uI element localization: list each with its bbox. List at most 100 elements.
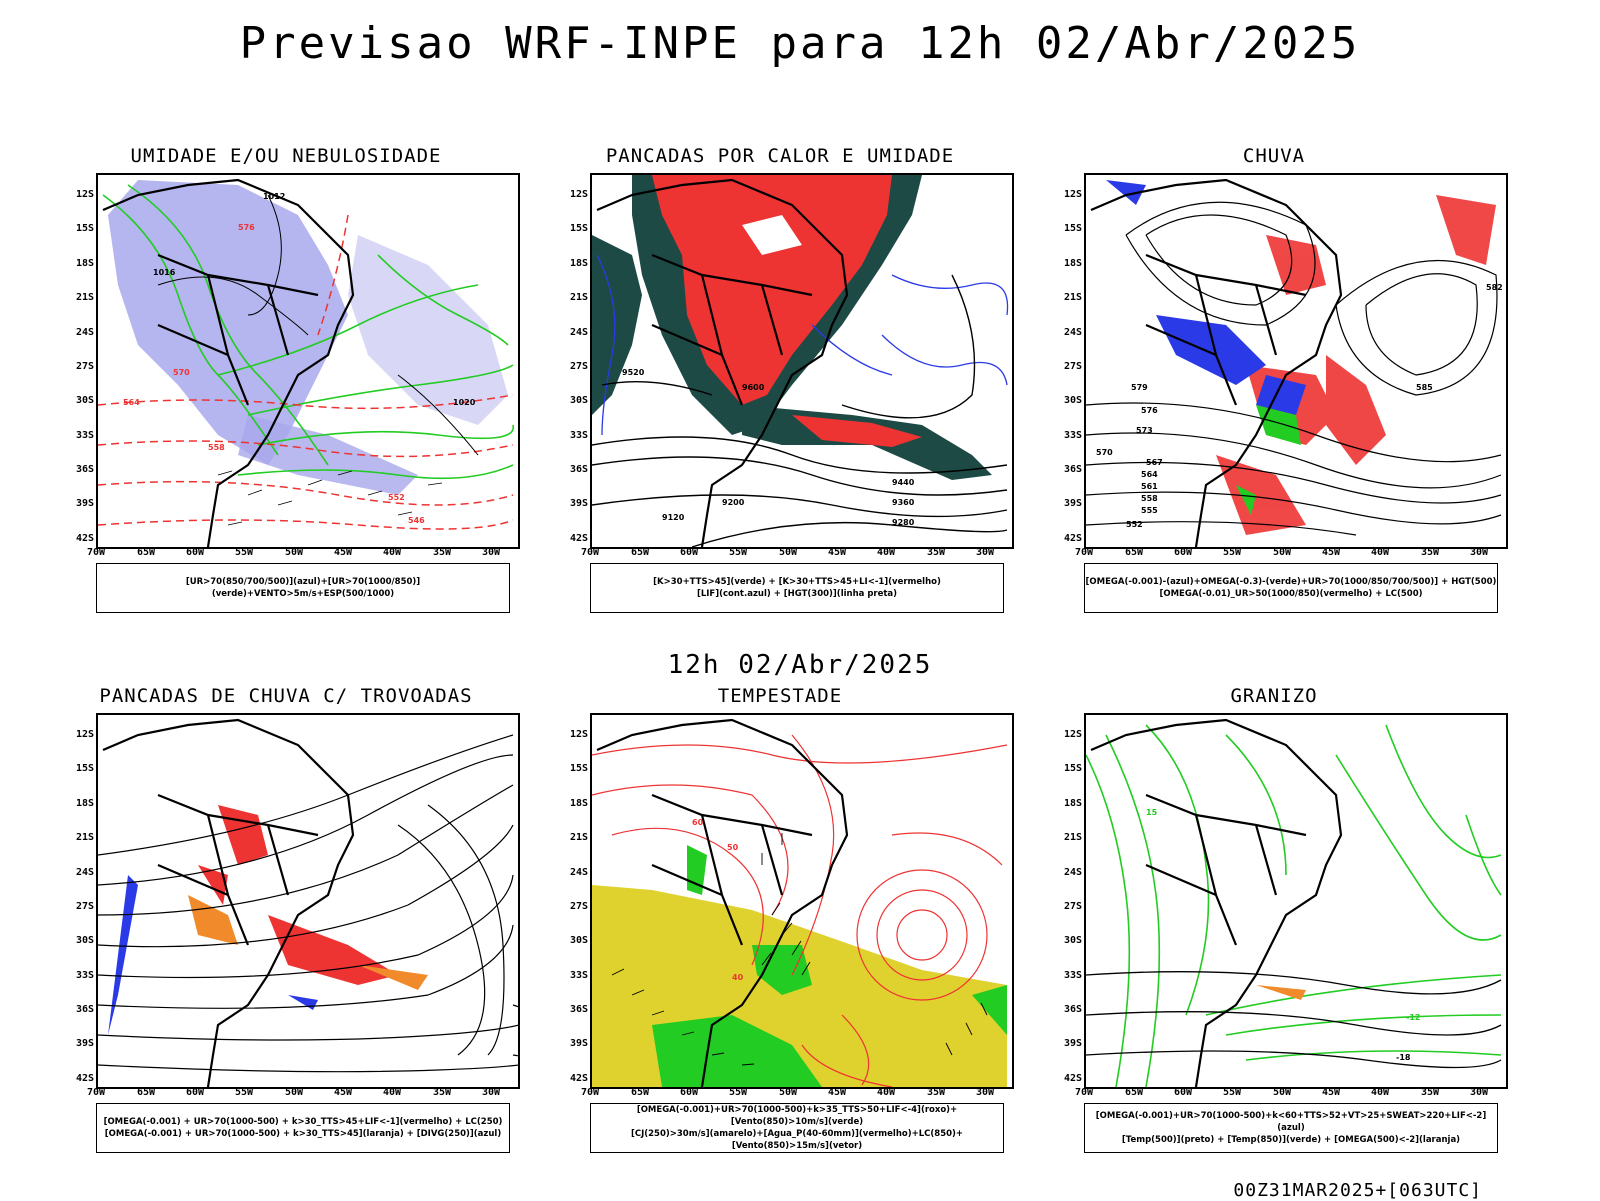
- latitude-tick-label: 42S: [75, 1073, 94, 1084]
- longitude-tick-label: 30W: [1469, 547, 1489, 558]
- longitude-tick-label: 45W: [1321, 1087, 1341, 1098]
- legend-line: [OMEGA(-0.001) + UR>70(1000-500) + k>30_…: [103, 1117, 503, 1127]
- longitude-tick-label: 30W: [975, 1087, 995, 1098]
- latitude-tick-label: 24S: [1063, 327, 1082, 338]
- contour-label: 1012: [263, 192, 285, 201]
- latitude-tick-label: 36S: [75, 464, 94, 475]
- latitude-tick-label: 42S: [1063, 533, 1082, 544]
- latitude-tick-label: 39S: [1063, 1038, 1082, 1049]
- longitude-tick-label: 40W: [1370, 1087, 1390, 1098]
- latitude-tick-label: 27S: [569, 361, 588, 372]
- contour-label: 9200: [722, 498, 745, 507]
- legend-line: [K>30+TTS>45](verde) + [K>30+TTS>45+LI<-…: [653, 577, 941, 587]
- forecast-time-subtitle: 12h 02/Abr/2025: [667, 650, 933, 680]
- panel-title: PANCADAS POR CALOR E UMIDADE: [605, 145, 955, 167]
- latitude-tick-label: 12S: [569, 189, 588, 200]
- contour-label: -18: [1396, 1053, 1411, 1062]
- contour-label: 9520: [622, 368, 645, 377]
- latitude-tick-label: 24S: [75, 867, 94, 878]
- latitude-tick-label: 27S: [75, 901, 94, 912]
- contour-label: 567: [1146, 458, 1163, 467]
- longitude-tick-label: 35W: [432, 1087, 452, 1098]
- panel-legend: [OMEGA(-0.001) + UR>70(1000-500) + k>30_…: [96, 1103, 510, 1153]
- latitude-tick-label: 27S: [75, 361, 94, 372]
- latitude-tick-label: 12S: [75, 729, 94, 740]
- longitude-tick-label: 50W: [284, 547, 304, 558]
- latitude-tick-label: 36S: [75, 1004, 94, 1015]
- longitude-tick-label: 65W: [136, 547, 156, 558]
- longitude-tick-label: 30W: [481, 547, 501, 558]
- contour-label: 573: [1136, 426, 1153, 435]
- longitude-tick-label: 60W: [1173, 547, 1193, 558]
- coastline: [102, 178, 355, 547]
- latitude-tick-label: 18S: [569, 258, 588, 269]
- latitude-tick-label: 12S: [75, 189, 94, 200]
- map-pancadas-trovoadas: [96, 713, 520, 1089]
- latitude-tick-label: 12S: [1063, 729, 1082, 740]
- latitude-tick-label: 30S: [1063, 395, 1082, 406]
- longitude-tick-label: 35W: [432, 547, 452, 558]
- longitude-tick-label: 55W: [728, 1087, 748, 1098]
- longitude-tick-label: 55W: [1222, 547, 1242, 558]
- longitude-tick-label: 40W: [876, 1087, 896, 1098]
- latitude-tick-label: 24S: [75, 327, 94, 338]
- latitude-tick-label: 18S: [75, 258, 94, 269]
- legend-line: [OMEGA(-0.001)+UR>70(1000-500)+k<60+TTS>…: [1095, 1111, 1487, 1133]
- longitude-tick-label: 70W: [86, 1087, 106, 1098]
- latitude-tick-label: 42S: [569, 533, 588, 544]
- longitude-tick-label: 60W: [185, 1087, 205, 1098]
- longitude-tick-label: 35W: [1420, 547, 1440, 558]
- map-chuva: 585 582 579 576 573 570 567 564 561 558 …: [1084, 173, 1508, 549]
- latitude-tick-label: 30S: [75, 395, 94, 406]
- longitude-tick-label: 65W: [1124, 547, 1144, 558]
- contour-label: 9440: [892, 478, 915, 487]
- contour-label: 561: [1141, 482, 1158, 491]
- panel-title: UMIDADE E/OU NEBULOSIDADE: [130, 145, 442, 167]
- panel-legend: [UR>70(850/700/500)](azul)+[UR>70(1000/8…: [96, 563, 510, 613]
- latitude-tick-label: 33S: [1063, 430, 1082, 441]
- latitude-tick-label: 33S: [1063, 970, 1082, 981]
- latitude-tick-label: 21S: [75, 832, 94, 843]
- panel-title: TEMPESTADE: [717, 685, 843, 707]
- longitude-tick-label: 55W: [1222, 1087, 1242, 1098]
- coastline: [1090, 718, 1343, 1087]
- latitude-tick-label: 36S: [569, 464, 588, 475]
- longitude-tick-label: 30W: [975, 547, 995, 558]
- longitude-tick-label: 45W: [827, 1087, 847, 1098]
- map-umidade: 1012 1016 1020 576 570 564 558 552 546: [96, 173, 520, 549]
- longitude-tick-label: 50W: [778, 1087, 798, 1098]
- latitude-tick-label: 18S: [75, 798, 94, 809]
- latitude-tick-label: 39S: [75, 1038, 94, 1049]
- longitude-tick-label: 35W: [1420, 1087, 1440, 1098]
- latitude-tick-label: 30S: [1063, 935, 1082, 946]
- panel-legend: [OMEGA(-0.001)-(azul)+OMEGA(-0.3)-(verde…: [1084, 563, 1498, 613]
- longitude-tick-label: 35W: [926, 547, 946, 558]
- longitude-tick-label: 50W: [1272, 547, 1292, 558]
- latitude-tick-label: 39S: [1063, 498, 1082, 509]
- contour-label: 40: [732, 973, 744, 982]
- latitude-tick-label: 21S: [1063, 832, 1082, 843]
- latitude-tick-label: 36S: [1063, 1004, 1082, 1015]
- contour-label: 582: [1486, 283, 1503, 292]
- longitude-tick-label: 30W: [481, 1087, 501, 1098]
- map-tempestade: 60 50 40: [590, 713, 1014, 1089]
- contour-label: 585: [1416, 383, 1433, 392]
- contour-label: 570: [173, 368, 190, 377]
- humidity-area-south: [238, 415, 418, 495]
- latitude-tick-label: 15S: [569, 763, 588, 774]
- latitude-tick-label: 30S: [75, 935, 94, 946]
- latitude-tick-label: 15S: [569, 223, 588, 234]
- latitude-tick-label: 15S: [75, 763, 94, 774]
- latitude-tick-label: 24S: [1063, 867, 1082, 878]
- latitude-tick-label: 42S: [1063, 1073, 1082, 1084]
- longitude-tick-label: 35W: [926, 1087, 946, 1098]
- latitude-tick-label: 12S: [1063, 189, 1082, 200]
- longitude-tick-label: 55W: [234, 1087, 254, 1098]
- panel-legend: [K>30+TTS>45](verde) + [K>30+TTS>45+LI<-…: [590, 563, 1004, 613]
- latitude-tick-label: 33S: [75, 430, 94, 441]
- latitude-tick-label: 42S: [75, 533, 94, 544]
- legend-line: [OMEGA(-0.01)_UR>50(1000/850)(vermelho) …: [1159, 589, 1423, 599]
- longitude-tick-label: 65W: [630, 547, 650, 558]
- contour-label: 9120: [662, 513, 685, 522]
- latitude-tick-label: 21S: [569, 292, 588, 303]
